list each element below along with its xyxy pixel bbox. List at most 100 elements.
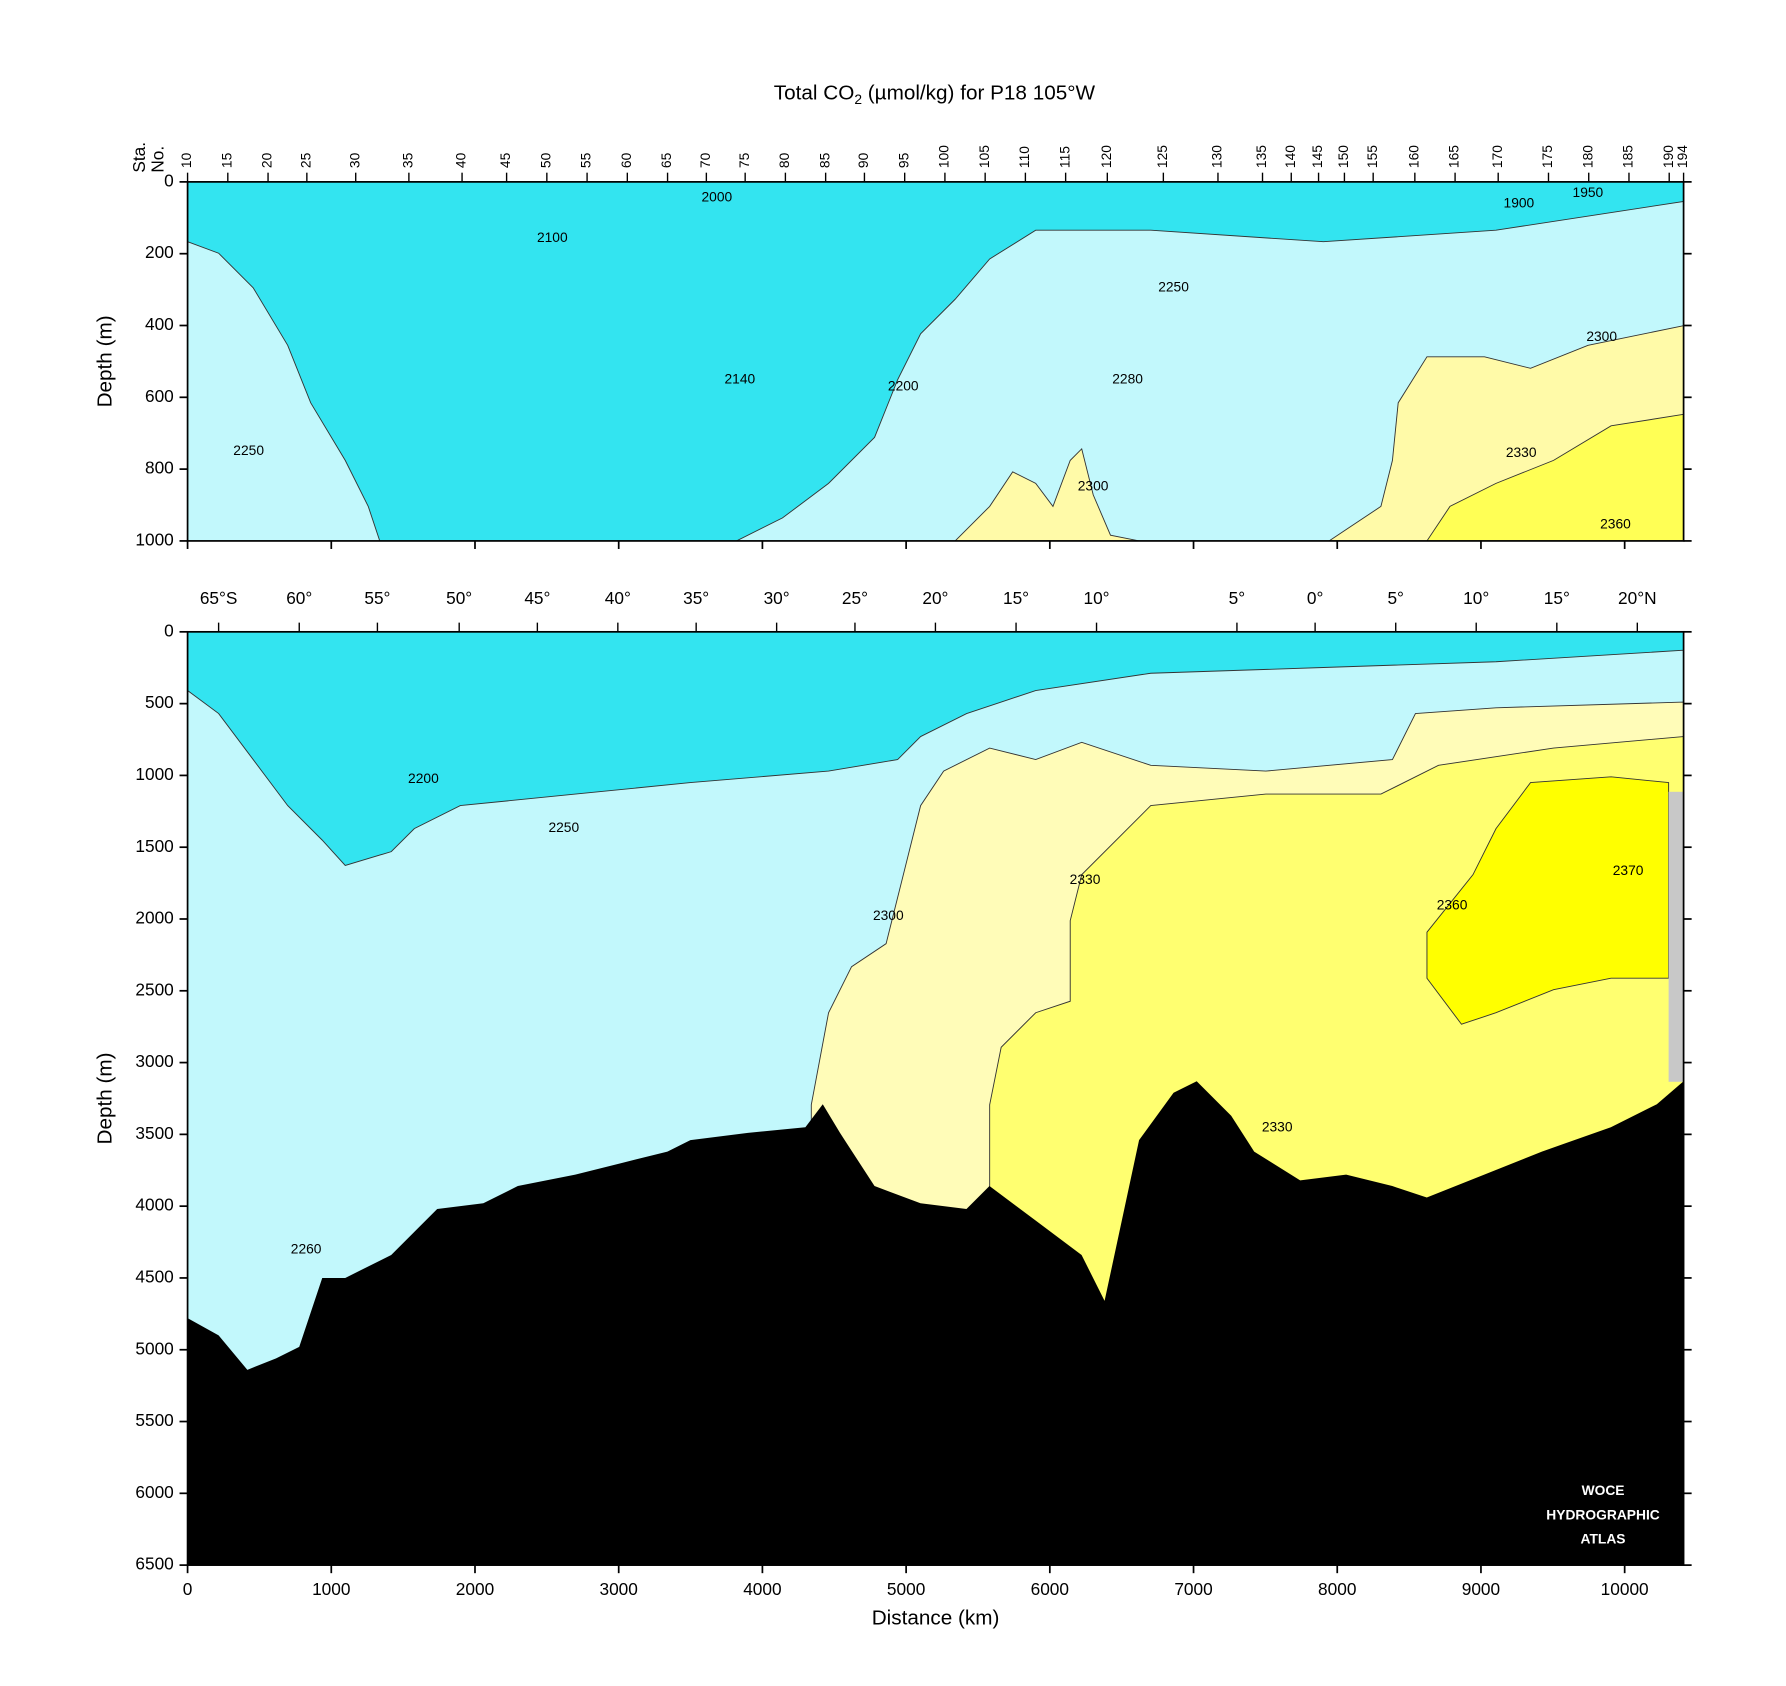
- lat-label: 5°: [1229, 588, 1245, 608]
- x-tick-label: 4000: [743, 1579, 781, 1599]
- contour-label: 2300: [873, 908, 904, 923]
- station-label: 135: [1254, 145, 1269, 168]
- station-label: 175: [1540, 145, 1555, 168]
- contour-label: 2250: [548, 820, 579, 835]
- lat-label: 20°N: [1618, 588, 1657, 608]
- station-label: 85: [817, 152, 832, 168]
- x-tick-label: 8000: [1318, 1579, 1356, 1599]
- y-tick-label: 6000: [135, 1482, 173, 1502]
- y-tick-label: 600: [145, 386, 174, 406]
- contour-label: 2200: [408, 771, 439, 786]
- no-data: [1668, 791, 1684, 1082]
- contour-label: 2000: [702, 190, 733, 205]
- lat-label: 10°: [1083, 588, 1109, 608]
- y-tick-label: 3000: [135, 1051, 173, 1071]
- y-tick-label: 0: [164, 620, 174, 640]
- station-label: 140: [1283, 145, 1298, 168]
- contour-label: 2250: [233, 443, 264, 458]
- title-subscript: 2: [854, 92, 862, 107]
- y-tick-label: 1000: [135, 764, 173, 784]
- chart-title: Total CO2 (µmol/kg) for P18 105°W: [774, 82, 1096, 107]
- contour-label: 2300: [1586, 329, 1617, 344]
- contour-label: 2360: [1600, 516, 1631, 531]
- lat-label: 30°: [764, 588, 790, 608]
- y-tick-label: 5500: [135, 1410, 173, 1430]
- station-label: 50: [538, 152, 553, 168]
- station-label: 130: [1210, 145, 1225, 168]
- title-rest: (µmol/kg) for P18 105°W: [862, 82, 1096, 105]
- station-label: 115: [1057, 146, 1072, 168]
- fill-cyan: [187, 631, 1685, 866]
- lat-label: 15°: [1544, 588, 1570, 608]
- contour-label: 2260: [291, 1241, 322, 1256]
- lat-label: 55°: [364, 588, 390, 608]
- station-label: 65: [659, 152, 674, 168]
- station-label: 80: [777, 152, 792, 168]
- plot-frame: [186, 181, 1685, 542]
- watermark: ATLAS: [1581, 1531, 1626, 1546]
- station-label: 90: [856, 152, 871, 168]
- title-text: Total CO: [774, 82, 855, 105]
- x-tick-label: 2000: [456, 1579, 494, 1599]
- x-axis-label: Distance (km): [872, 1607, 1000, 1630]
- station-label: 95: [896, 152, 911, 168]
- lat-label: 0°: [1307, 588, 1324, 608]
- station-label: 120: [1099, 145, 1114, 168]
- lat-label: 35°: [683, 588, 709, 608]
- contour-label: 2250: [1158, 279, 1189, 294]
- contour-label: 2300: [1078, 478, 1109, 493]
- y-tick-label: 2500: [135, 979, 173, 999]
- station-label: 125: [1155, 145, 1170, 168]
- contour-label: 2280: [1112, 371, 1143, 386]
- y-tick-label: 5000: [135, 1338, 173, 1358]
- station-label: 165: [1447, 145, 1462, 168]
- station-label: 45: [498, 152, 513, 168]
- lat-label: 60°: [286, 588, 312, 608]
- station-label: 100: [937, 145, 952, 168]
- station-label: 10: [179, 152, 194, 168]
- station-label: 190: [1661, 145, 1676, 168]
- lat-label: 25°: [842, 588, 868, 608]
- contour-label: 2330: [1262, 1119, 1293, 1134]
- x-tick-label: 10000: [1601, 1579, 1649, 1599]
- lat-label: 15°: [1003, 588, 1029, 608]
- x-tick-label: 0: [183, 1579, 193, 1599]
- contour-label: 2330: [1506, 445, 1537, 460]
- y-tick-label: 500: [145, 692, 174, 712]
- station-label: 70: [698, 152, 713, 168]
- x-tick-label: 6000: [1031, 1579, 1069, 1599]
- station-label: 55: [579, 152, 594, 168]
- contour-label: 2370: [1613, 863, 1644, 878]
- station-label: 35: [401, 152, 416, 168]
- contour-label: 1900: [1504, 195, 1535, 210]
- contour-label: 2330: [1070, 872, 1101, 887]
- y-tick-label: 400: [145, 314, 174, 334]
- contour-label: 2200: [888, 379, 919, 394]
- y-tick-label: 4500: [135, 1267, 173, 1287]
- contour-label: 2140: [724, 371, 755, 386]
- y-tick-label: 1500: [135, 836, 173, 856]
- y-tick-label: 2000: [135, 908, 173, 928]
- y-tick-label: 200: [145, 242, 174, 262]
- lat-label: 50°: [446, 588, 472, 608]
- lat-label: 65°S: [200, 588, 238, 608]
- watermark: WOCE: [1582, 1483, 1625, 1498]
- lat-label: 10°: [1463, 588, 1489, 608]
- y-tick-label: 3500: [135, 1123, 173, 1143]
- station-label: 194: [1675, 145, 1690, 168]
- lat-label: 45°: [524, 588, 550, 608]
- y-tick-label: 800: [145, 458, 174, 478]
- x-tick-label: 9000: [1462, 1579, 1500, 1599]
- station-label: 40: [454, 152, 469, 168]
- station-label: 15: [219, 152, 234, 168]
- fill-bright-yellow: [1426, 776, 1670, 1025]
- x-tick-label: 7000: [1174, 1579, 1212, 1599]
- station-label: 145: [1310, 145, 1325, 168]
- y-axis-label: Depth (m): [93, 1052, 116, 1144]
- station-label: 30: [347, 152, 362, 168]
- contour-label: 2360: [1437, 897, 1468, 912]
- contour-label: 1950: [1573, 185, 1604, 200]
- upper-fills: [187, 181, 1685, 542]
